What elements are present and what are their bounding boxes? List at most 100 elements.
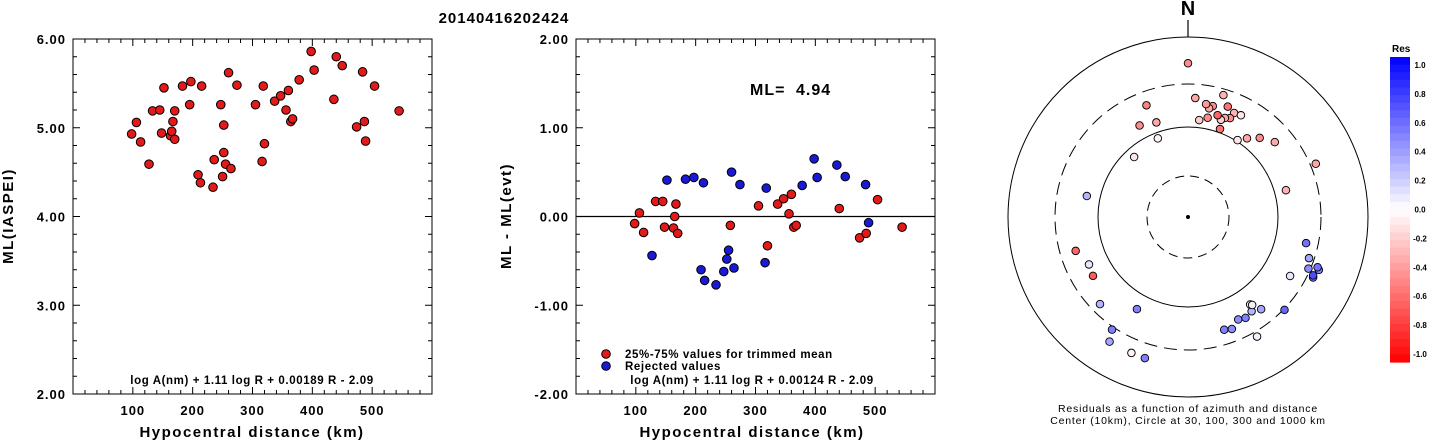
station-point [1233, 135, 1242, 145]
rejected-point [761, 183, 772, 193]
station-point [1219, 90, 1228, 100]
legend-marker-trimmed [601, 349, 611, 359]
colorbar-label: -1.0 [1413, 350, 1427, 359]
trimmed-point [786, 189, 797, 200]
y-tick-label: 5.00 [37, 121, 66, 136]
data-point [306, 46, 316, 57]
y-tick-label: -1.00 [534, 298, 569, 313]
data-point [209, 154, 220, 165]
station-point [1281, 185, 1291, 195]
data-points [629, 154, 907, 290]
data-point [226, 163, 236, 174]
rejected-point [809, 154, 819, 164]
colorbar-segment [1390, 118, 1410, 127]
trimmed-point [772, 199, 783, 209]
station-point [1152, 118, 1161, 127]
station-point [1183, 59, 1193, 68]
station-point [1135, 121, 1144, 130]
colorbar-label: -0.2 [1413, 234, 1427, 243]
axis-ticks: 100 200 300 400 500 2.00 3.00 4.00 5.00 6.00 [37, 32, 432, 418]
data-point [169, 134, 180, 145]
colorbar-segment [1390, 72, 1410, 81]
x-tick-label: 400 [300, 403, 325, 418]
colorbar-segment [1390, 285, 1410, 294]
rejected-point [812, 172, 822, 183]
colorbar-gradient [1390, 57, 1410, 363]
legend: 25%-75% values for trimmed mean Rejected… [601, 349, 832, 373]
station-point [1203, 113, 1212, 123]
trimmed-point [861, 228, 871, 239]
rejected-point [696, 264, 706, 275]
colorbar-segment [1390, 57, 1410, 66]
trimmed-point [872, 194, 883, 205]
data-point [144, 159, 154, 169]
data-point [232, 80, 242, 90]
station-point [1255, 133, 1264, 143]
data-point [257, 156, 267, 167]
colorbar-segment [1390, 201, 1410, 211]
station-point [1088, 271, 1098, 281]
station-point [1311, 159, 1321, 169]
data-point [329, 94, 339, 105]
colorbar-label: 0.4 [1414, 148, 1426, 157]
station-point [1191, 93, 1200, 103]
formula-label: log A(nm) + 1.11 log R + 0.00124 R - 2.0… [630, 375, 873, 387]
trimmed-point [897, 222, 907, 232]
data-point [394, 106, 404, 116]
rejected-point [698, 177, 709, 188]
ml-value: 4.94 [796, 82, 831, 99]
station-point [1304, 264, 1313, 273]
colorbar-segment [1390, 232, 1410, 241]
trimmed-point [762, 240, 773, 251]
colorbar-segment [1390, 278, 1410, 287]
colorbar-segment [1390, 125, 1410, 134]
station-point [1285, 271, 1295, 281]
rejected-point [863, 217, 874, 228]
data-point [357, 67, 368, 77]
station-point [1132, 304, 1142, 314]
colorbar-segment [1390, 270, 1410, 279]
station-point [1313, 263, 1322, 272]
trimmed-point [784, 209, 794, 219]
data-point [369, 81, 380, 91]
data-point [135, 137, 146, 147]
station-point [1082, 191, 1092, 201]
data-point [359, 116, 370, 127]
station-residual-points [1071, 59, 1324, 363]
trimmed-point [778, 193, 789, 204]
colorbar-segment [1390, 240, 1410, 249]
y-axis-label: ML - ML(evt) [498, 163, 515, 269]
data-point [169, 106, 180, 116]
trimmed-point [634, 208, 645, 218]
colorbar-segment [1390, 171, 1410, 180]
data-point [193, 169, 203, 180]
x-axis-label: Hypocentral distance (km) [639, 424, 864, 441]
colorbar-segment [1390, 163, 1410, 172]
circle-1000km [1007, 36, 1369, 398]
x-tick-label: 100 [623, 403, 648, 418]
trimmed-point [834, 203, 845, 214]
rejected-point [832, 160, 842, 170]
x-tick-label: 300 [240, 403, 265, 418]
colorbar-segment [1390, 247, 1410, 256]
colorbar-segment [1390, 217, 1410, 226]
rejected-point [647, 250, 657, 261]
colorbar-segment [1390, 95, 1410, 104]
data-point [309, 65, 319, 75]
station-point [1071, 246, 1080, 256]
event-title: 20140416202424 [439, 10, 570, 27]
trimmed-point [725, 220, 736, 231]
rejected-point [680, 174, 691, 185]
data-point [250, 99, 261, 110]
rejected-point [735, 179, 745, 190]
colorbar-label: 0.6 [1414, 119, 1426, 128]
x-tick-label: 400 [803, 403, 828, 418]
colorbar-segment [1390, 331, 1410, 340]
data-point [269, 96, 280, 106]
data-point [215, 99, 226, 110]
colorbar-segment [1390, 308, 1410, 317]
station-point [1301, 238, 1311, 248]
colorbar-segment [1390, 148, 1410, 157]
data-point [281, 105, 291, 115]
